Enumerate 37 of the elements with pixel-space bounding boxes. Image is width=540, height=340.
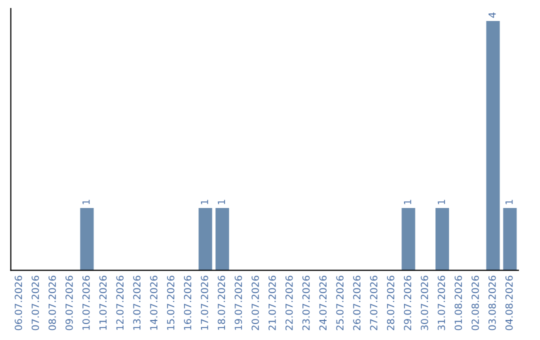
x-tick-label: 23.07.2026 xyxy=(302,276,310,330)
x-tick-label: 13.07.2026 xyxy=(133,276,141,330)
x-tick-label: 29.07.2026 xyxy=(404,276,412,330)
data-label: 1 xyxy=(82,200,90,204)
x-tick-label: 12.07.2026 xyxy=(116,276,124,330)
x-tick-label: 01.08.2026 xyxy=(454,276,462,330)
x-tick-label: 25.07.2026 xyxy=(336,276,344,330)
x-tick-label: 07.07.2026 xyxy=(32,276,39,330)
x-tick-label: 11.07.2026 xyxy=(99,276,107,330)
data-label: 1 xyxy=(404,200,412,204)
x-tick-label: 19.07.2026 xyxy=(234,276,242,330)
x-tick-label: 03.08.2026 xyxy=(488,276,496,330)
x-tick-label: 16.07.2026 xyxy=(184,276,192,330)
x-tick-label: 06.07.2026 xyxy=(14,276,22,330)
x-tick-label: 02.08.2026 xyxy=(472,276,479,330)
x-tick-label: 18.07.2026 xyxy=(218,276,226,330)
x-tick-label: 24.07.2026 xyxy=(319,276,327,330)
data-label: 4 xyxy=(488,12,496,18)
x-tick-label: 10.07.2026 xyxy=(82,276,90,330)
data-label: 1 xyxy=(218,200,225,204)
x-tick-label: 28.07.2026 xyxy=(386,276,394,330)
x-tick-label: 09.07.2026 xyxy=(65,276,73,330)
x-tick-label: 15.07.2026 xyxy=(167,276,174,330)
x-tick-label: 22.07.2026 xyxy=(285,276,293,330)
x-tick-label: 04.08.2026 xyxy=(505,276,513,330)
x-tick-label: 08.07.2026 xyxy=(48,276,56,330)
x-tick-label: 14.07.2026 xyxy=(150,276,158,330)
x-tick-label: 21.07.2026 xyxy=(268,276,276,330)
x-tick-label: 20.07.2026 xyxy=(252,276,259,330)
x-tick-label: 26.07.2026 xyxy=(353,276,360,330)
x-tick-label: 17.07.2026 xyxy=(200,276,208,330)
x-tick-label: 31.07.2026 xyxy=(438,276,446,330)
data-label: 1 xyxy=(506,200,513,204)
data-label: 1 xyxy=(438,200,445,204)
x-tick-label: 27.07.2026 xyxy=(370,276,378,330)
x-tick-label: 30.07.2026 xyxy=(420,276,428,330)
data-label: 1 xyxy=(200,200,208,204)
